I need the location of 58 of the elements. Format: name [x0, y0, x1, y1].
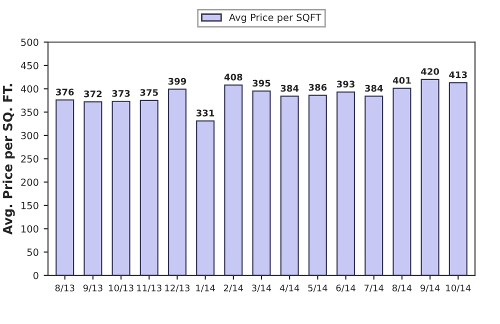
data-label: 373 [112, 90, 130, 97]
legend-label: Avg Price per SQFT [229, 14, 322, 23]
bar [84, 101, 102, 276]
bar [224, 84, 243, 276]
data-label: 413 [449, 71, 467, 78]
x-tick-label: 9/13 [83, 284, 102, 292]
x-tick-label: 10/14 [446, 284, 471, 292]
x-tick-label: 6/14 [336, 284, 356, 292]
data-label: 399 [168, 78, 186, 85]
x-tick-label: 8/14 [392, 284, 412, 292]
bar [448, 82, 468, 276]
x-tick-label: 12/13 [165, 284, 190, 292]
y-tick-label: 300 [21, 132, 38, 140]
data-label: 386 [308, 84, 327, 91]
x-tick-label: 3/14 [252, 284, 272, 292]
data-label: 384 [280, 84, 299, 92]
x-tick-label: 10/13 [109, 284, 134, 292]
bar [336, 91, 356, 276]
data-label: 420 [421, 68, 440, 75]
bar [280, 96, 299, 276]
y-tick-label: 500 [21, 38, 38, 46]
bar [364, 96, 384, 276]
y-tick-label: 100 [21, 225, 38, 233]
data-label: 393 [336, 80, 354, 88]
bar [392, 88, 412, 276]
data-label: 375 [140, 89, 158, 96]
x-tick-label: 5/14 [308, 284, 328, 292]
bar [196, 120, 215, 276]
x-tick-label: 9/14 [420, 284, 440, 292]
data-label: 395 [252, 80, 270, 87]
y-tick-label: 0 [33, 272, 38, 280]
x-tick-label: 11/13 [137, 284, 162, 292]
data-label: 408 [224, 74, 242, 81]
bar [252, 90, 271, 276]
x-tick-label: 1/14 [196, 284, 215, 292]
y-tick-label: 350 [21, 108, 38, 116]
x-tick-label: 7/14 [364, 284, 384, 292]
bar [420, 78, 440, 276]
bar [168, 88, 186, 276]
y-tick-label: 400 [20, 85, 38, 93]
bar [308, 94, 327, 276]
data-label: 384 [365, 84, 383, 92]
bar [112, 100, 130, 276]
y-tick-label: 150 [21, 202, 38, 210]
y-tick-label: 250 [21, 155, 38, 163]
data-label: 372 [84, 90, 102, 98]
y-tick-label: 450 [20, 62, 38, 70]
data-label: 401 [392, 76, 411, 84]
y-axis-title: Avg. Price per SQ. FT. [2, 84, 15, 235]
bar [140, 100, 158, 276]
x-tick-label: 2/14 [224, 284, 244, 292]
y-tick-label: 200 [21, 178, 38, 186]
y-tick-label: 50 [27, 248, 38, 256]
bar [56, 99, 74, 276]
x-tick-label: 8/13 [55, 284, 74, 292]
data-label: 376 [56, 88, 74, 96]
x-tick-label: 4/14 [280, 284, 300, 292]
data-label: 331 [196, 110, 214, 116]
